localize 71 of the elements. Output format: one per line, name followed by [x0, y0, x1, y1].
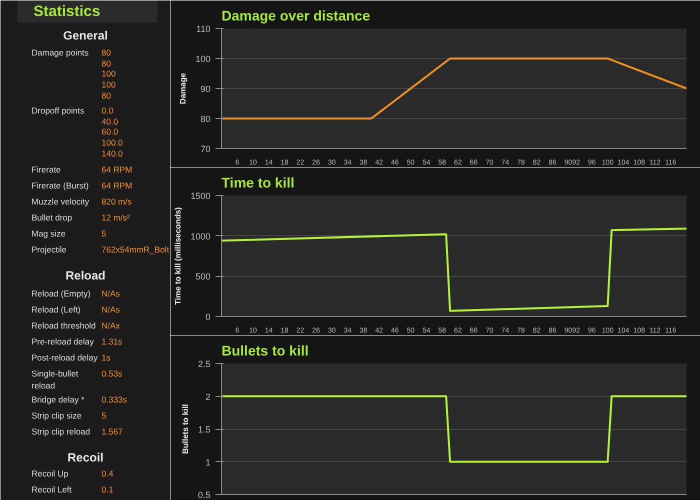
text: Firerate — [32, 164, 62, 174]
text: 64 RPM — [102, 180, 132, 190]
text: 80 — [102, 48, 112, 58]
text: Recoil — [67, 450, 104, 464]
text: Post-reload delay — [32, 352, 98, 362]
y-tick-label: 110 — [196, 24, 211, 34]
text: Strip clip reload — [32, 426, 90, 436]
text: 5 — [102, 228, 106, 238]
y-tick-label: 0 — [205, 312, 211, 322]
text: Bridge delay * — [32, 394, 86, 404]
text: 100 — [102, 80, 116, 90]
text: 1.31s — [102, 336, 122, 346]
text: Bullet drop — [32, 212, 72, 222]
y-tick-label: 2 — [205, 392, 211, 402]
text: Firerate (Burst) — [32, 180, 89, 190]
y-tick-label: 0.5 — [198, 490, 211, 500]
text: 100.0 — [102, 138, 124, 148]
text: 12 m/s² — [102, 212, 130, 222]
y-axis-title: Time to kill (milliseconds) — [173, 206, 182, 305]
line-series — [222, 228, 686, 312]
text: 80 — [102, 90, 112, 100]
text: N/As — [102, 304, 120, 314]
y-tick-label: 80 — [200, 114, 211, 124]
text: Mag size — [32, 228, 66, 238]
text: Recoil Up — [32, 468, 69, 478]
text: 0.0 — [102, 106, 114, 116]
text: Pre-reload delay — [32, 336, 95, 346]
text: 1s — [102, 352, 110, 362]
chart-title: Time to kill — [222, 174, 294, 190]
y-tick-label: 500 — [195, 272, 211, 282]
y-tick-label: 90 — [200, 84, 211, 94]
text: 0.333s — [102, 394, 128, 404]
text: 0.53s — [102, 368, 122, 378]
text: N/As — [102, 288, 120, 298]
text: 60.0 — [102, 126, 118, 136]
text: Single-bullet reload — [32, 368, 79, 390]
y-tick-label: 100 — [195, 54, 211, 64]
text: 0.4 — [102, 468, 114, 478]
text: Reload threshold — [32, 320, 96, 330]
y-tick-label: 2.5 — [198, 359, 211, 369]
y-tick-label: 1000 — [190, 231, 211, 242]
y-tick-label: 70 — [200, 144, 211, 154]
y-tick-label: 1500 — [190, 191, 211, 201]
text: Strip clip size — [32, 410, 82, 420]
text: Dropoff points — [32, 106, 84, 116]
y-tick-label: 1 — [205, 457, 211, 468]
text: 40.0 — [102, 116, 118, 126]
text: 1.567 — [102, 426, 124, 436]
text: Muzzle velocity — [32, 196, 90, 206]
chart-title: Bullets to kill — [222, 342, 309, 358]
text: 820 m/s — [102, 196, 132, 206]
text: Reload (Left) — [32, 304, 81, 314]
text: 100 — [102, 68, 116, 78]
text: 0.1 — [102, 484, 114, 494]
text: 762x54mmR_Bolt — [102, 244, 170, 254]
text: Reload — [65, 268, 106, 282]
y-axis-title: Damage — [178, 72, 188, 104]
text: General — [63, 28, 108, 42]
text: N/Ax — [102, 320, 121, 330]
text: Damage points — [32, 48, 89, 58]
text: Recoil Left — [32, 484, 72, 494]
text: 140.0 — [102, 148, 124, 158]
text: Projectile — [32, 244, 67, 254]
text: Reload (Empty) — [32, 288, 91, 298]
text: 80 — [102, 58, 112, 68]
text: 64 RPM — [102, 164, 132, 174]
chart-title: Damage over distance — [222, 8, 370, 24]
text: 5 — [102, 410, 106, 420]
y-axis-title: Bullets to kill — [180, 404, 190, 454]
text: Statistics — [34, 3, 100, 20]
y-tick-label: 1.5 — [198, 424, 211, 434]
